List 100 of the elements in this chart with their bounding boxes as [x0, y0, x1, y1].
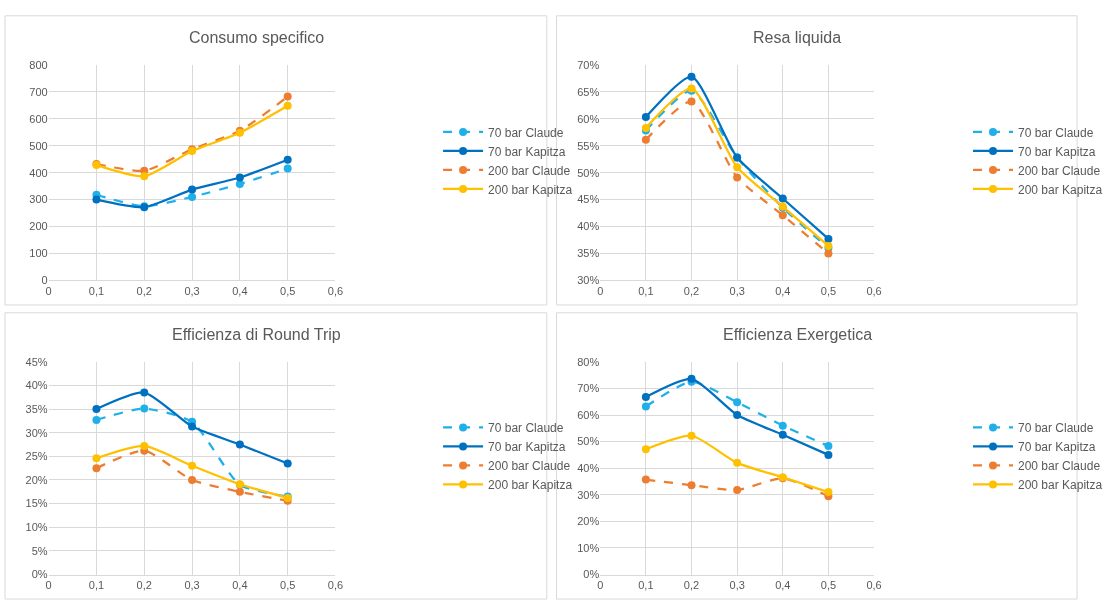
y-tick-label: 20%: [25, 473, 48, 486]
x-tick-label: 0,5: [280, 284, 296, 297]
point: [641, 445, 650, 454]
x-tick-label: 0,1: [88, 284, 105, 297]
legend-label: 200 bar Kapitza: [488, 478, 573, 493]
y-tick-label: 55%: [577, 139, 600, 152]
legend-label: 70 bar Kapitza: [1018, 144, 1096, 159]
chart-title: Efficienza di Round Trip: [172, 326, 341, 343]
x-tick-label: 0,4: [232, 284, 248, 297]
y-tick-label: 25%: [25, 450, 48, 463]
y-tick-label: 30%: [577, 488, 600, 501]
y-tick-label: 65%: [577, 85, 600, 98]
x-tick-label: 0,3: [184, 578, 200, 591]
y-tick-label: 80%: [577, 355, 600, 368]
x-tick-label: 0,3: [729, 284, 745, 297]
y-tick-label: 0%: [31, 568, 48, 581]
point: [140, 172, 149, 181]
x-tick-label: 0,4: [775, 578, 791, 591]
point: [140, 441, 149, 450]
y-tick-label: 600: [29, 112, 48, 125]
legend-label: 70 bar Claude: [1018, 125, 1094, 140]
point: [733, 173, 742, 182]
x-tick-label: 0,3: [184, 284, 200, 297]
y-tick-label: 0%: [583, 568, 600, 581]
point: [283, 101, 292, 110]
y-tick-label: 40%: [577, 220, 600, 233]
chart-title: Efficienza Exergetica: [723, 326, 873, 343]
x-tick-label: 0,1: [88, 578, 105, 591]
point: [283, 459, 292, 468]
y-tick-label: 40%: [25, 379, 48, 392]
x-tick-label: 0,2: [136, 284, 152, 297]
legend-label: 70 bar Claude: [488, 125, 564, 140]
y-tick-label: 70%: [577, 58, 600, 71]
legend-label: 70 bar Kapitza: [488, 144, 566, 159]
point: [778, 430, 787, 439]
y-tick-label: 30%: [25, 426, 48, 439]
x-tick-label: 0,6: [866, 578, 882, 591]
point: [641, 475, 650, 484]
point: [824, 488, 833, 497]
legend-label: 200 bar Claude: [1018, 163, 1101, 178]
y-tick-label: 10%: [577, 541, 600, 554]
point: [687, 72, 696, 81]
y-tick-label: 20%: [577, 515, 600, 528]
y-tick-label: 15%: [25, 497, 48, 510]
legend-label: 200 bar Kapitza: [1018, 182, 1103, 197]
point: [687, 97, 696, 106]
x-tick-label: 0,6: [866, 284, 882, 297]
y-tick-label: 35%: [25, 402, 48, 415]
point: [188, 185, 197, 194]
chart-title: Consumo specifico: [189, 29, 325, 46]
y-tick-label: 5%: [31, 544, 48, 557]
legend-label: 200 bar Kapitza: [1018, 478, 1103, 493]
x-tick-label: 0,5: [280, 578, 296, 591]
point: [92, 405, 101, 414]
y-tick-label: 45%: [577, 193, 600, 206]
point: [641, 392, 650, 401]
legend-label: 70 bar Kapitza: [1018, 440, 1096, 455]
y-tick-label: 500: [29, 139, 48, 152]
x-tick-label: 0,2: [683, 284, 700, 297]
point: [235, 487, 244, 496]
point: [283, 92, 292, 101]
point: [778, 194, 787, 203]
x-tick-label: 0,5: [820, 578, 837, 591]
point: [733, 485, 742, 494]
legend-label: 200 bar Claude: [488, 163, 571, 178]
legend-label: 200 bar Kapitza: [488, 182, 573, 197]
legend-label: 200 bar Claude: [488, 459, 571, 474]
point: [140, 388, 149, 397]
x-tick-label: 0,1: [638, 284, 654, 297]
y-tick-label: 50%: [577, 435, 600, 448]
point: [92, 454, 101, 463]
point: [641, 113, 650, 122]
y-tick-label: 45%: [25, 355, 48, 368]
point: [824, 249, 833, 258]
y-tick-label: 60%: [577, 408, 600, 421]
point: [92, 415, 101, 424]
point: [235, 173, 244, 182]
x-tick-label: 0,3: [729, 578, 745, 591]
y-tick-label: 800: [29, 58, 48, 71]
x-tick-label: 0,5: [820, 284, 837, 297]
y-tick-label: 0: [41, 274, 48, 287]
point: [733, 398, 742, 407]
legend-label: 70 bar Kapitza: [488, 440, 566, 455]
point: [235, 179, 244, 188]
point: [641, 402, 650, 411]
legend-label: 70 bar Claude: [488, 421, 564, 436]
point: [824, 234, 833, 243]
point: [824, 442, 833, 451]
point: [92, 195, 101, 204]
point: [778, 421, 787, 430]
y-tick-label: 35%: [577, 247, 600, 260]
point: [188, 192, 197, 201]
y-tick-label: 40%: [577, 462, 600, 475]
y-tick-label: 30%: [577, 274, 600, 287]
x-tick-label: 0,6: [327, 284, 344, 297]
y-tick-label: 400: [29, 166, 48, 179]
point: [733, 458, 742, 467]
x-tick-label: 0,4: [232, 578, 248, 591]
x-tick-label: 0,6: [327, 578, 344, 591]
y-tick-label: 70%: [577, 382, 600, 395]
